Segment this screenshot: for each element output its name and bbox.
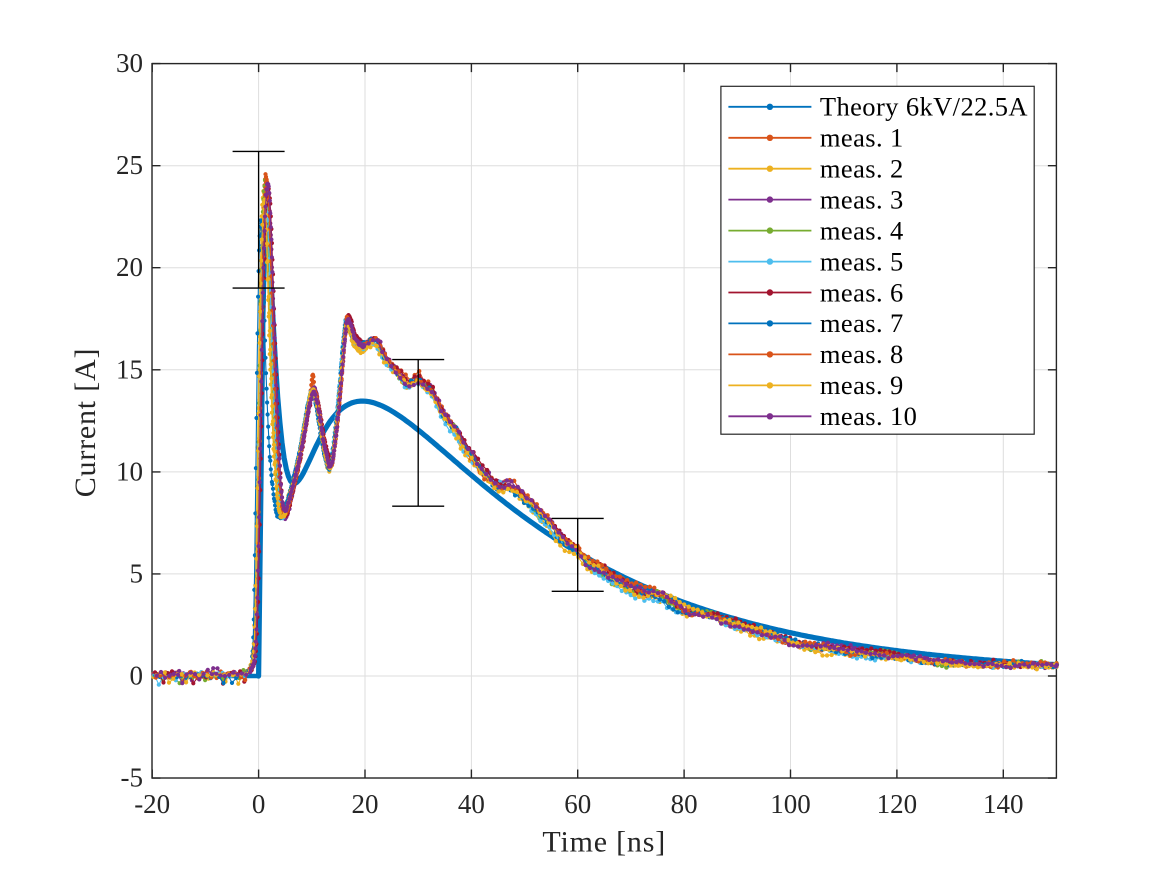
svg-text:meas. 3: meas. 3	[820, 184, 904, 214]
svg-text:120: 120	[877, 789, 918, 819]
svg-text:60: 60	[564, 789, 591, 819]
svg-text:10: 10	[116, 456, 143, 486]
svg-text:meas. 8: meas. 8	[820, 339, 904, 369]
svg-text:40: 40	[458, 789, 485, 819]
svg-text:100: 100	[770, 789, 811, 819]
svg-text:Current [A]: Current [A]	[69, 348, 102, 498]
svg-text:80: 80	[671, 789, 698, 819]
svg-text:meas. 6: meas. 6	[820, 277, 904, 307]
svg-text:meas. 2: meas. 2	[820, 154, 904, 184]
svg-text:5: 5	[130, 558, 144, 588]
svg-text:30: 30	[116, 48, 143, 78]
svg-text:meas. 10: meas. 10	[820, 401, 917, 431]
svg-text:Time [ns]: Time [ns]	[542, 826, 666, 859]
svg-text:meas. 7: meas. 7	[820, 308, 904, 338]
svg-text:-20: -20	[134, 789, 170, 819]
svg-text:meas. 5: meas. 5	[820, 246, 904, 276]
svg-text:meas. 1: meas. 1	[820, 123, 904, 153]
svg-text:meas. 9: meas. 9	[820, 370, 904, 400]
svg-text:20: 20	[116, 252, 143, 282]
svg-text:20: 20	[352, 789, 379, 819]
svg-text:0: 0	[252, 789, 266, 819]
svg-text:-5: -5	[121, 763, 144, 793]
svg-text:meas. 4: meas. 4	[820, 215, 904, 245]
svg-text:25: 25	[116, 150, 143, 180]
svg-text:0: 0	[130, 661, 144, 691]
svg-text:Theory 6kV/22.5A: Theory 6kV/22.5A	[820, 92, 1028, 122]
svg-text:15: 15	[116, 354, 143, 384]
svg-text:140: 140	[983, 789, 1024, 819]
